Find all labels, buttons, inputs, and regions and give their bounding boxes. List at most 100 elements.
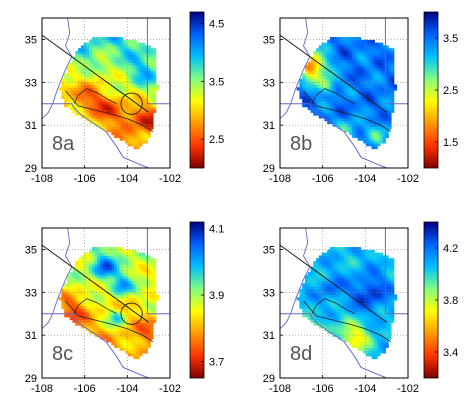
heatmap-cell <box>64 78 68 83</box>
x-tick-label: -108 <box>31 173 53 185</box>
heatmap-cell <box>343 56 348 60</box>
heatmap-cell <box>105 81 110 86</box>
heatmap-cell <box>141 319 146 323</box>
heatmap-cell <box>122 106 126 111</box>
heatmap-cell <box>360 249 364 254</box>
heatmap-cell <box>64 92 68 97</box>
heatmap-cell <box>122 258 126 262</box>
heatmap-cell <box>125 305 129 309</box>
panel-label: 8c <box>52 343 73 365</box>
heatmap-cell <box>108 266 112 270</box>
heatmap-cell <box>114 115 118 119</box>
heatmap-cell <box>363 131 367 136</box>
heatmap-cell <box>343 308 348 312</box>
heatmap-cell <box>341 316 345 321</box>
heatmap-cell <box>338 305 342 309</box>
heatmap-cell <box>80 288 85 293</box>
heatmap-cell <box>385 344 389 348</box>
heatmap-cell <box>377 333 381 337</box>
heatmap-cell <box>341 51 345 55</box>
heatmap-cell <box>379 283 384 287</box>
heatmap-cell <box>360 308 364 312</box>
heatmap-cell <box>302 103 306 108</box>
heatmap-cell <box>119 297 124 301</box>
heatmap-cell <box>111 39 115 44</box>
heatmap-cell <box>122 76 126 80</box>
heatmap-cell <box>150 64 154 69</box>
heatmap-cell <box>365 131 370 136</box>
heatmap-cell <box>393 294 398 298</box>
heatmap-cell <box>321 308 325 312</box>
heatmap-cell <box>86 81 90 86</box>
heatmap-cell <box>332 120 337 125</box>
heatmap-cell <box>329 277 334 282</box>
heatmap-cell <box>83 325 87 329</box>
heatmap-cell <box>108 39 112 44</box>
heatmap-cell <box>141 137 146 141</box>
heatmap-cell <box>374 288 378 293</box>
heatmap-cell <box>374 311 378 315</box>
heatmap-cell <box>86 277 90 282</box>
heatmap-cell <box>130 45 135 49</box>
heatmap-cell <box>377 98 381 102</box>
heatmap-cell <box>139 42 143 47</box>
heatmap-cell <box>390 87 395 91</box>
heatmap-cell <box>374 142 378 147</box>
heatmap-cell <box>382 131 386 136</box>
heatmap-cell <box>105 39 110 44</box>
heatmap-cell <box>89 53 93 58</box>
heatmap-cell <box>108 255 112 259</box>
heatmap-cell <box>338 297 342 301</box>
heatmap-cell <box>388 330 392 335</box>
heatmap-cell <box>108 280 112 284</box>
heatmap-cell <box>133 288 137 293</box>
heatmap-cell <box>144 103 148 108</box>
heatmap-cell <box>335 98 339 102</box>
heatmap-cell <box>122 339 126 343</box>
heatmap-cell <box>91 313 96 318</box>
heatmap-cell <box>91 59 96 63</box>
heatmap-cell <box>127 56 132 60</box>
heatmap-cell <box>100 62 104 66</box>
heatmap-cell <box>360 272 364 276</box>
heatmap-cell <box>363 78 367 83</box>
heatmap-cell <box>83 106 87 111</box>
heatmap-cell <box>321 261 325 265</box>
heatmap-cell <box>119 45 124 49</box>
heatmap-cell <box>75 288 79 293</box>
heatmap-cell <box>341 286 345 290</box>
heatmap-cell <box>69 316 74 321</box>
heatmap-cell <box>321 325 325 329</box>
heatmap-cell <box>91 261 96 265</box>
heatmap-cell <box>150 56 154 60</box>
heatmap-cell <box>329 263 334 268</box>
heatmap-cell <box>136 258 140 262</box>
heatmap-cell <box>150 53 154 58</box>
heatmap-cell <box>365 266 370 270</box>
heatmap-cell <box>69 84 74 88</box>
heatmap-cell <box>147 333 151 337</box>
heatmap-cell <box>80 103 85 108</box>
heatmap-cell <box>360 129 364 133</box>
heatmap-cell <box>127 76 132 80</box>
heatmap-cell <box>365 45 370 49</box>
heatmap-cell <box>61 300 65 304</box>
heatmap-cell <box>141 45 146 49</box>
heatmap-cell <box>125 81 129 86</box>
heatmap-cell <box>377 280 381 284</box>
heatmap-cell <box>299 300 303 304</box>
heatmap-cell <box>365 70 370 74</box>
heatmap-cell <box>108 277 112 282</box>
heatmap-cell <box>343 255 348 259</box>
heatmap-cell <box>343 319 348 323</box>
heatmap-cell <box>141 48 146 52</box>
heatmap-cell <box>144 48 148 52</box>
heatmap-cell <box>307 300 312 304</box>
heatmap-cell <box>363 308 367 312</box>
heatmap-cell <box>133 325 137 329</box>
heatmap-cell <box>108 333 112 337</box>
heatmap-cell <box>379 81 384 86</box>
heatmap-cell <box>385 76 389 80</box>
heatmap-cell <box>365 297 370 301</box>
heatmap-cell <box>83 62 87 66</box>
